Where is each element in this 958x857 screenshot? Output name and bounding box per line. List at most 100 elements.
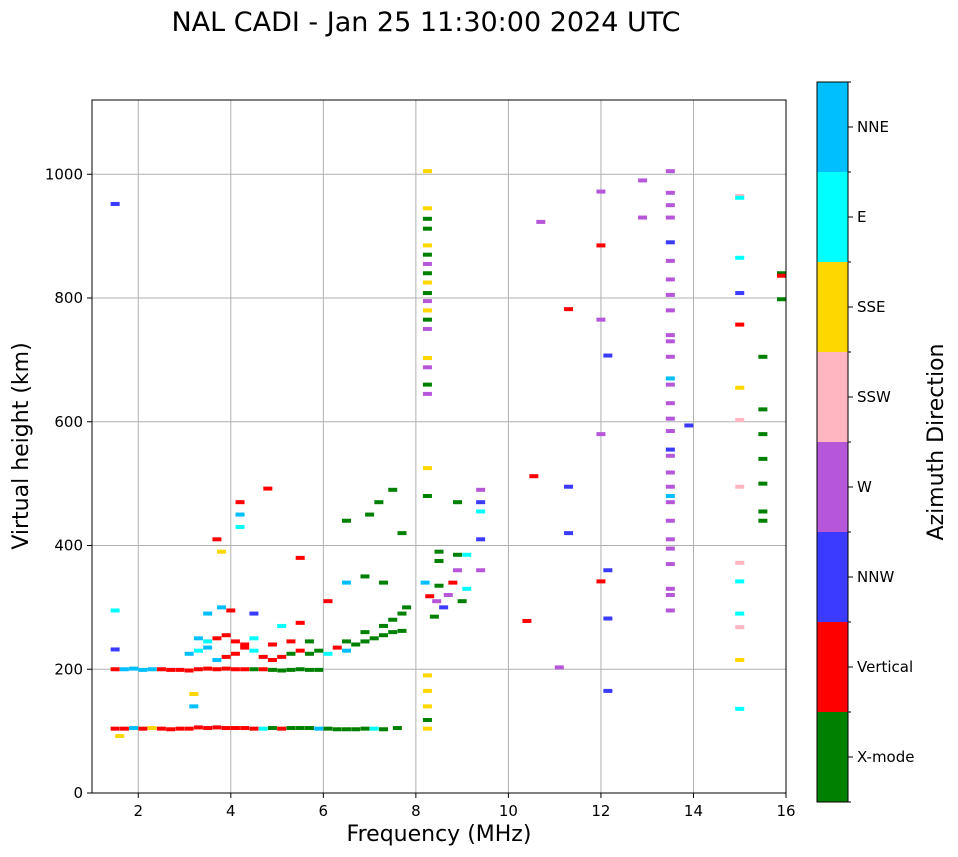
echo-point <box>267 667 277 672</box>
echo-point <box>453 568 463 573</box>
echo-point <box>422 494 432 498</box>
colorbar-segment <box>817 712 848 802</box>
echo-point <box>286 726 296 731</box>
colorbar-frame <box>816 81 849 803</box>
colorbar-segment <box>817 352 848 442</box>
echo-point <box>184 651 194 656</box>
echo-point <box>665 401 675 406</box>
echo-point <box>110 667 120 672</box>
echo-point <box>422 466 432 471</box>
echo-point <box>422 243 432 248</box>
echo-point <box>240 645 250 650</box>
echo-point <box>323 651 333 656</box>
echo-point <box>564 531 574 536</box>
echo-point <box>175 667 185 672</box>
echo-point <box>129 726 139 731</box>
echo-point <box>277 654 287 659</box>
colorbar-tick-label: W <box>857 478 872 496</box>
echo-point <box>221 666 231 671</box>
y-axis-ticks: 0 200 400 600 800 1000 <box>45 165 92 802</box>
echo-point <box>665 382 675 387</box>
echo-point <box>249 667 259 672</box>
echo-point <box>422 261 432 266</box>
echo-point <box>203 645 213 650</box>
echo-point <box>258 726 268 731</box>
colorbar-tick-label: NNE <box>857 118 889 136</box>
x-tick-label: 14 <box>684 802 703 820</box>
echo-point <box>554 665 564 670</box>
echo-point <box>166 727 176 732</box>
x-tick-label: 10 <box>499 802 518 820</box>
echo-point <box>295 667 305 672</box>
y-axis-label: Virtual height (km) <box>9 342 34 549</box>
echo-point <box>735 706 745 711</box>
echo-point <box>603 568 613 573</box>
echo-point <box>388 630 398 635</box>
echo-point <box>603 616 613 621</box>
echo-point <box>369 726 379 731</box>
echo-point <box>119 667 129 672</box>
echo-point <box>665 593 675 597</box>
echo-point <box>434 549 444 554</box>
echo-point <box>230 651 240 656</box>
echo-point <box>286 667 296 672</box>
echo-point <box>422 704 432 709</box>
y-tick-label: 0 <box>73 784 83 802</box>
echo-point <box>665 190 675 195</box>
echo-point <box>263 486 273 491</box>
grid-lines <box>92 100 787 794</box>
echo-point <box>735 560 745 565</box>
echo-point <box>777 271 786 276</box>
echo-point <box>665 562 675 567</box>
x-axis-label: Frequency (MHz) <box>347 822 532 847</box>
echo-point <box>735 625 745 630</box>
echo-point <box>665 203 675 208</box>
echo-point <box>332 645 342 650</box>
echo-point <box>110 647 120 652</box>
echo-point <box>777 273 786 278</box>
y-tick-label: 200 <box>54 660 83 678</box>
echo-point <box>267 657 277 662</box>
echo-point <box>422 271 432 276</box>
echo-point <box>758 354 768 359</box>
echo-point <box>735 657 745 662</box>
echo-point <box>422 356 432 361</box>
echo-point <box>378 580 388 585</box>
colorbar-tick-label: SSE <box>857 298 886 316</box>
echo-point <box>529 474 539 479</box>
echo-point <box>193 725 203 730</box>
echo-point <box>277 726 287 731</box>
echo-point <box>422 717 432 722</box>
echo-point <box>147 667 157 672</box>
echo-point <box>226 608 236 613</box>
echo-point <box>240 642 250 647</box>
echo-point <box>286 651 296 656</box>
echo-point <box>758 407 768 412</box>
echo-point <box>422 391 432 396</box>
echo-point <box>665 608 675 613</box>
echo-point <box>422 673 432 678</box>
echo-point <box>422 291 432 296</box>
echo-point <box>665 470 675 475</box>
echo-point <box>777 297 786 302</box>
echo-point <box>397 628 407 633</box>
echo-point <box>429 614 439 619</box>
echo-point <box>258 667 268 672</box>
echo-point <box>193 648 203 653</box>
echo-point <box>462 586 472 591</box>
echo-point <box>212 636 222 641</box>
echo-point <box>184 668 194 673</box>
echo-point <box>341 648 351 653</box>
echo-point <box>295 620 305 625</box>
echo-point <box>462 552 472 557</box>
echo-point <box>476 537 486 542</box>
echo-point <box>422 169 432 174</box>
y-tick-label: 800 <box>54 289 83 307</box>
echo-point <box>476 487 486 492</box>
echo-point <box>420 580 430 585</box>
echo-point <box>221 633 231 638</box>
echo-point <box>735 385 745 390</box>
echo-point <box>564 484 574 489</box>
echo-point <box>295 555 305 560</box>
echo-point <box>304 726 314 731</box>
